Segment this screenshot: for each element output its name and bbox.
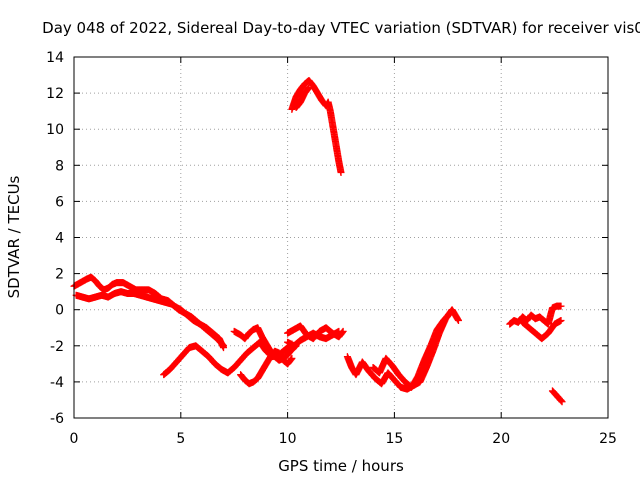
- data-point: [220, 342, 228, 350]
- y-tick-label: -4: [50, 375, 64, 391]
- y-tick-label: 12: [46, 86, 64, 102]
- x-tick-label: 15: [385, 431, 403, 447]
- data-point: [335, 327, 343, 335]
- x-tick-label: 0: [70, 431, 79, 447]
- y-tick-label: 4: [55, 231, 64, 247]
- data-point: [446, 309, 454, 317]
- x-axis-label: GPS time / hours: [278, 457, 404, 475]
- series-early-track-lower: [72, 288, 228, 350]
- x-tick-label: 10: [279, 431, 297, 447]
- chart-title: Day 048 of 2022, Sidereal Day-to-day VTE…: [42, 19, 640, 37]
- series-high-arc: [288, 76, 345, 177]
- series-afternoon-track-b: [369, 309, 454, 391]
- y-tick-label: -6: [50, 411, 64, 427]
- series-noon-band-lower: [284, 327, 343, 350]
- data-point: [288, 354, 296, 362]
- x-tick-label: 25: [599, 431, 617, 447]
- y-axis-label: SDTVAR / TECUs: [5, 175, 23, 298]
- grid-lines: [74, 57, 608, 418]
- data-point: [557, 317, 565, 325]
- y-tick-label: 2: [55, 267, 64, 283]
- y-tick-label: 14: [46, 50, 64, 66]
- tick-labels: 0 5 10 15 20 25 -6 -4 -2 0 2 4 6 8 10 12 14: [46, 50, 617, 447]
- x-tick-label: 20: [492, 431, 510, 447]
- data-point: [557, 302, 565, 310]
- y-tick-label: -2: [50, 339, 64, 355]
- y-tick-label: 0: [55, 303, 64, 319]
- y-tick-label: 6: [55, 194, 64, 210]
- axis-ticks: [73, 56, 609, 419]
- data-point: [337, 169, 345, 177]
- series-evening-track-b: [519, 317, 565, 343]
- y-tick-label: 8: [55, 158, 64, 174]
- series-early-track-upper: [70, 273, 228, 352]
- y-tick-label: 10: [46, 122, 64, 138]
- data-point: [558, 398, 566, 406]
- data-point: [305, 84, 313, 92]
- series-high-arc-inner: [292, 84, 313, 112]
- x-tick-label: 5: [176, 431, 185, 447]
- series-midday-arc-c: [237, 347, 296, 388]
- series-late-tail: [548, 387, 566, 406]
- data-points: [70, 76, 566, 406]
- data-point: [454, 317, 462, 325]
